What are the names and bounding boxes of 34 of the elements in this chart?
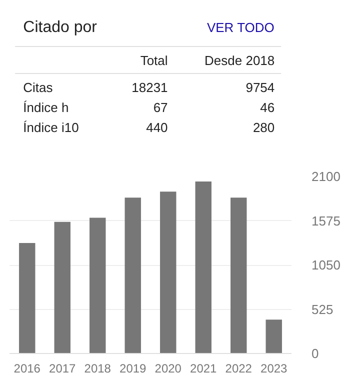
text: 18231 — [132, 80, 168, 95]
y-tick-label: 2100 — [312, 169, 340, 184]
text: 440 — [146, 120, 168, 135]
text: Índice i10 — [23, 120, 79, 135]
text: VER TODO — [206, 20, 274, 35]
text: 280 — [252, 120, 275, 135]
text: Índice h — [23, 100, 69, 115]
bar — [230, 198, 247, 354]
text: 9754 — [246, 80, 275, 95]
text: 67 — [153, 100, 168, 115]
y-tick-label: 0 — [312, 346, 319, 361]
text: 46 — [260, 100, 275, 115]
bar — [19, 243, 36, 354]
x-tick-label: 2021 — [190, 362, 218, 376]
x-tick-label: 2016 — [14, 362, 41, 376]
y-tick-label: 1575 — [312, 213, 340, 228]
text: Citado por — [23, 19, 98, 36]
x-tick-label: 2019 — [120, 362, 147, 376]
x-tick-label: 2022 — [225, 362, 252, 376]
text: Citas — [23, 80, 54, 95]
x-tick-label: 2018 — [84, 362, 112, 376]
bar — [90, 218, 106, 354]
x-tick-label: 2017 — [49, 362, 76, 376]
bar — [266, 320, 282, 354]
x-tick-label: 2020 — [154, 362, 182, 376]
bar — [124, 198, 141, 354]
text: Total — [140, 53, 168, 68]
bar — [160, 192, 176, 354]
bar — [195, 182, 212, 354]
y-tick-label: 525 — [312, 302, 334, 317]
y-tick-label: 1050 — [312, 258, 340, 272]
x-tick-label: 2023 — [260, 362, 288, 376]
bar — [54, 222, 70, 354]
text: Desde 2018 — [204, 53, 275, 68]
